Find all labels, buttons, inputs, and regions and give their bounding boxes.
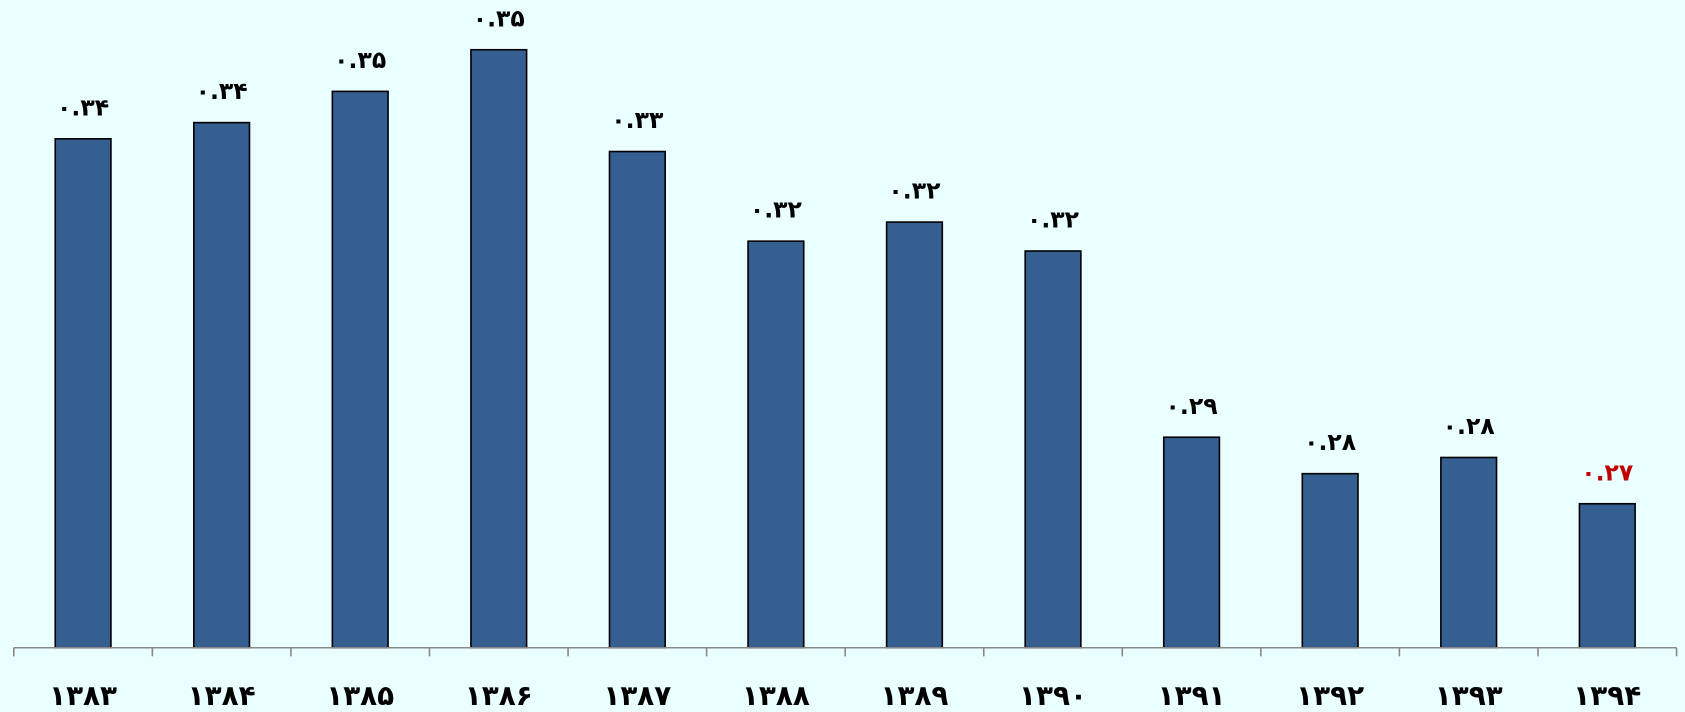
value-label: ۰.۳۲ [1027,206,1080,234]
bar [1440,456,1498,649]
x-tick-label: ۱۳۹۴ [1573,679,1641,712]
value-label: ۰.۳۲ [888,177,941,205]
bar [885,221,944,649]
bar [1162,436,1221,649]
value-label: ۰.۲۸ [1443,412,1496,440]
bar [608,150,666,649]
x-tick-label: ۱۳۸۳ [49,679,117,712]
x-tick-label: ۱۳۸۴ [188,679,256,712]
value-label: ۰.۳۵ [334,46,386,74]
value-label: ۰.۲۷ [1581,458,1634,486]
value-label: ۰.۲۸ [1304,428,1357,456]
x-tick-label: ۱۳۸۸ [742,679,810,712]
x-tick-label: ۱۳۹۱ [1158,679,1226,712]
value-label: ۰.۳۳ [611,106,664,134]
bar [193,121,251,649]
background [3,0,1682,712]
bar [470,48,528,649]
bar [54,138,112,649]
x-tick-label: ۱۳۹۲ [1296,679,1364,712]
x-tick-label: ۱۳۸۶ [465,679,533,712]
value-label: ۰.۳۵ [473,4,525,32]
value-label: ۰.۳۴ [57,93,109,121]
bar [331,90,389,649]
bar [1301,472,1359,649]
value-label: ۰.۲۹ [1166,392,1218,420]
value-label: ۰.۳۴ [196,77,248,105]
value-label: ۰.۳۲ [750,196,803,224]
x-tick-label: ۱۳۸۷ [603,679,671,712]
x-tick-label: ۱۳۸۹ [880,679,948,712]
x-tick-label: ۱۳۹۳ [1435,679,1503,712]
bar [1578,502,1636,649]
bar [1024,250,1082,649]
x-tick-label: ۱۳۹۰ [1019,679,1087,712]
x-tick-label: ۱۳۸۵ [326,679,394,712]
bar [747,240,805,649]
